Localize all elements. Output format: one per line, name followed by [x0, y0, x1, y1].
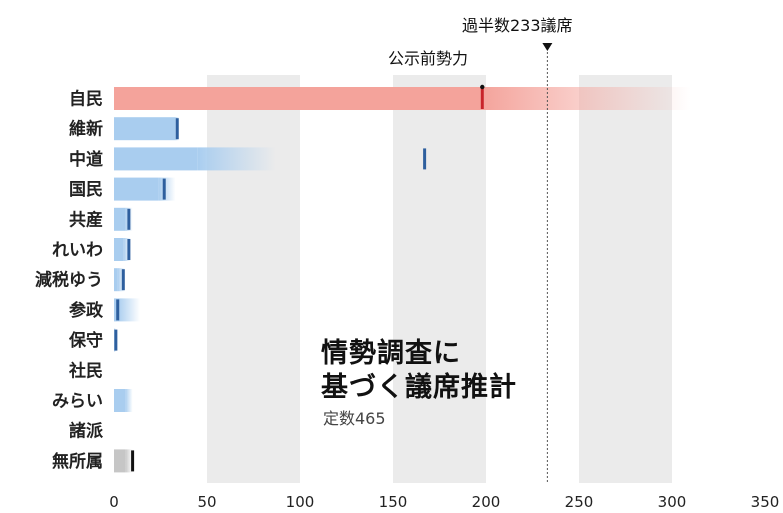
pre-election-marker-8: [114, 329, 118, 351]
pre-election-marker-5: [127, 239, 131, 260]
bar-range-12: [125, 449, 133, 473]
bar-lower-4: [114, 207, 126, 231]
bar-range-10: [125, 389, 133, 412]
bar-range-5: [123, 238, 131, 261]
majority-arrow: [542, 43, 553, 51]
x-tick-label-3: 150: [379, 493, 408, 511]
majority-label: 過半数233議席: [462, 16, 573, 35]
bar-lower-0: [114, 87, 481, 110]
x-tick-label-6: 300: [658, 493, 687, 511]
x-tick-label-2: 100: [286, 493, 315, 511]
party-label: みらい: [52, 392, 103, 412]
party-label: 無所属: [52, 451, 103, 472]
bar-range-6: [117, 268, 126, 292]
chart-subtitle: 定数465: [323, 409, 386, 428]
bar-lower-7: [114, 298, 118, 322]
bar-lower-3: [114, 177, 159, 201]
bar-lower-12: [114, 449, 126, 473]
bar-lower-5: [114, 238, 124, 261]
x-tick-label-4: 200: [472, 493, 501, 511]
x-tick-label-7: 350: [751, 493, 780, 511]
bar-range-3: [158, 177, 176, 201]
bar-lower-6: [114, 268, 118, 292]
bar-range-2: [197, 147, 276, 171]
background-band-0: [207, 75, 300, 483]
party-label: 国民: [69, 180, 103, 200]
chart-title-line-2: 基づく議席推計: [321, 372, 517, 403]
bar-range-0: [480, 87, 691, 110]
party-label: 参政: [69, 300, 104, 321]
party-label: 維新: [69, 119, 103, 140]
pre-election-marker-12: [131, 450, 135, 472]
pre-election-callout-dot: [480, 84, 485, 90]
x-tick-label-5: 250: [565, 493, 594, 511]
party-label: 社民: [68, 360, 103, 381]
x-tick-label-1: 50: [197, 493, 216, 511]
bar-lower-1: [114, 117, 176, 141]
pre-election-marker-6: [121, 269, 125, 291]
pre-election-marker-4: [127, 208, 131, 230]
background-band-1: [393, 75, 486, 483]
party-label: 減税ゆう: [35, 270, 103, 291]
bar-lower-2: [114, 147, 198, 171]
pre-election-marker-2: [423, 148, 427, 170]
background-band-2: [579, 75, 672, 483]
party-label: れいわ: [52, 241, 103, 261]
party-label: 自民: [69, 89, 103, 110]
bar-range-7: [117, 298, 141, 322]
bar-lower-10: [114, 389, 126, 412]
pre-election-marker-0: [480, 88, 484, 109]
party-label: 諸派: [69, 421, 104, 442]
chart-title-line-1: 情勢調査に: [321, 338, 461, 369]
pre-election-marker-3: [162, 178, 166, 200]
party-label: 中道: [69, 149, 103, 170]
pre-election-marker-1: [175, 118, 179, 140]
party-label: 保守: [68, 330, 103, 351]
x-tick-label-0: 0: [109, 493, 119, 511]
pre-election-label: 公示前勢力: [388, 49, 468, 68]
pre-election-marker-7: [116, 299, 120, 321]
party-label: 共産: [69, 209, 103, 230]
